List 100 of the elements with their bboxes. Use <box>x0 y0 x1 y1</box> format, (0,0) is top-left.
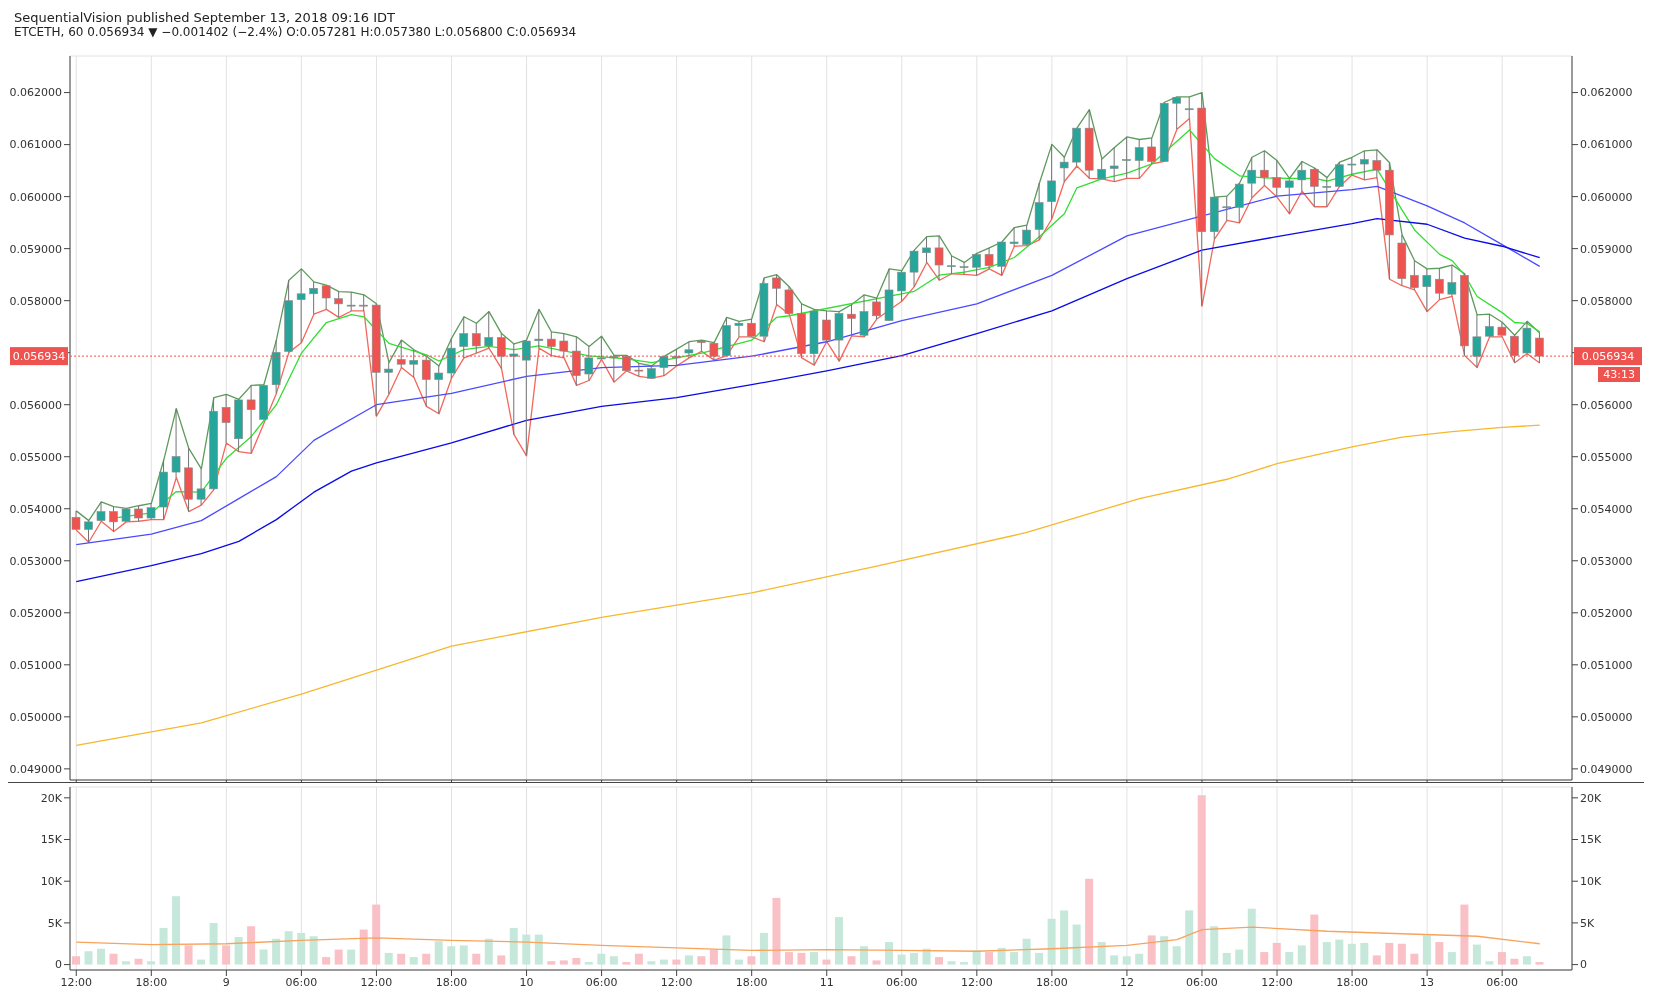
candlestick <box>1435 267 1444 301</box>
bar <box>434 941 443 965</box>
candlestick <box>1335 161 1344 187</box>
bar <box>960 962 969 965</box>
bar <box>847 956 856 965</box>
bar <box>572 957 581 965</box>
candlestick <box>459 316 469 359</box>
bar <box>1047 918 1056 965</box>
bar <box>659 959 668 965</box>
y-tick-label: 0.053000 <box>9 554 62 568</box>
y2-tick-label: 0.054000 <box>1580 502 1633 516</box>
candlestick <box>1222 195 1232 221</box>
x-tick-label: 12 <box>1119 975 1134 989</box>
candlestick <box>1485 313 1494 338</box>
bar <box>234 937 243 965</box>
y-tick-label: 10K <box>40 875 63 889</box>
bar <box>1235 949 1244 965</box>
bar <box>597 953 606 965</box>
line-series <box>75 424 1541 746</box>
bar <box>1435 942 1444 965</box>
bar <box>1035 952 1044 965</box>
bar <box>922 948 931 965</box>
bar <box>322 957 331 965</box>
y-tick-label: 20K <box>40 791 63 805</box>
bar <box>1397 943 1406 965</box>
y2-tick-label: 0.059000 <box>1580 242 1633 256</box>
bar <box>772 897 781 965</box>
candlestick <box>634 362 644 377</box>
bar <box>834 917 843 965</box>
bar <box>897 954 906 965</box>
y-tick-label: 0.061000 <box>9 138 62 152</box>
line-series <box>75 185 1541 546</box>
candlestick <box>434 365 444 415</box>
bar <box>1172 946 1181 965</box>
bar <box>1072 924 1081 965</box>
candlestick <box>822 310 831 343</box>
bar <box>797 952 806 965</box>
candlestick <box>1309 167 1319 208</box>
bar <box>1247 908 1256 965</box>
y2-tick-label: 5K <box>1580 916 1595 930</box>
y2-tick-label: 0.053000 <box>1580 554 1633 568</box>
candlestick <box>772 274 781 306</box>
y2-tick-label: 0.051000 <box>1580 658 1633 672</box>
y-tick-label: 0 <box>55 958 62 972</box>
bar <box>1497 952 1506 965</box>
candlestick <box>1272 160 1282 198</box>
bar <box>1272 942 1281 965</box>
bar <box>1485 961 1494 965</box>
candlestick <box>1372 149 1382 179</box>
x-tick-label: 06:00 <box>585 975 618 989</box>
candlestick <box>1172 96 1181 130</box>
y2-tick-label: 0.060000 <box>1580 190 1633 204</box>
candlestick <box>321 284 331 310</box>
candlestick <box>584 346 594 382</box>
candlestick <box>784 286 794 315</box>
x-tick-label: 18:00 <box>1036 975 1068 989</box>
bar <box>484 938 493 965</box>
candlestick <box>1147 137 1156 165</box>
y-tick-label: 0.058000 <box>9 294 62 308</box>
candlestick <box>1284 177 1294 215</box>
candlestick <box>1472 314 1482 369</box>
candlestick <box>897 270 906 302</box>
candlestick <box>984 247 994 270</box>
bar <box>1222 952 1231 965</box>
bar <box>1122 956 1131 965</box>
bar <box>1010 952 1019 965</box>
bar <box>522 934 531 965</box>
candlestick <box>1184 96 1194 119</box>
bar <box>1522 956 1531 965</box>
bar <box>1360 942 1369 965</box>
bar <box>447 946 456 965</box>
bar <box>1385 942 1394 965</box>
x-tick-label: 11 <box>819 975 834 989</box>
candlestick <box>1134 139 1144 179</box>
bar <box>1197 795 1206 965</box>
x-tick-label: 12:00 <box>660 975 693 989</box>
bar <box>559 960 568 965</box>
bar <box>1322 942 1331 965</box>
candlestick <box>484 311 494 349</box>
bar <box>1210 926 1219 965</box>
bar <box>822 959 831 965</box>
candlestick <box>1234 182 1244 224</box>
candlestick <box>1410 260 1419 291</box>
bar <box>247 926 256 965</box>
bar <box>885 942 894 965</box>
bar <box>347 949 356 965</box>
x-tick-label: 06:00 <box>285 975 318 989</box>
bar <box>534 934 543 965</box>
candlestick <box>1360 150 1369 181</box>
y2-tick-label: 20K <box>1580 791 1602 805</box>
bar <box>910 952 919 965</box>
bar <box>759 932 768 965</box>
bar <box>809 952 818 965</box>
bar <box>697 956 706 965</box>
candlestick <box>109 506 118 533</box>
candlestick <box>1009 227 1019 247</box>
y2-tick-label: 0.055000 <box>1580 450 1633 464</box>
candlestick <box>1109 147 1119 183</box>
candlestick <box>1322 177 1332 208</box>
x-tick-label: 18:00 <box>1336 975 1368 989</box>
